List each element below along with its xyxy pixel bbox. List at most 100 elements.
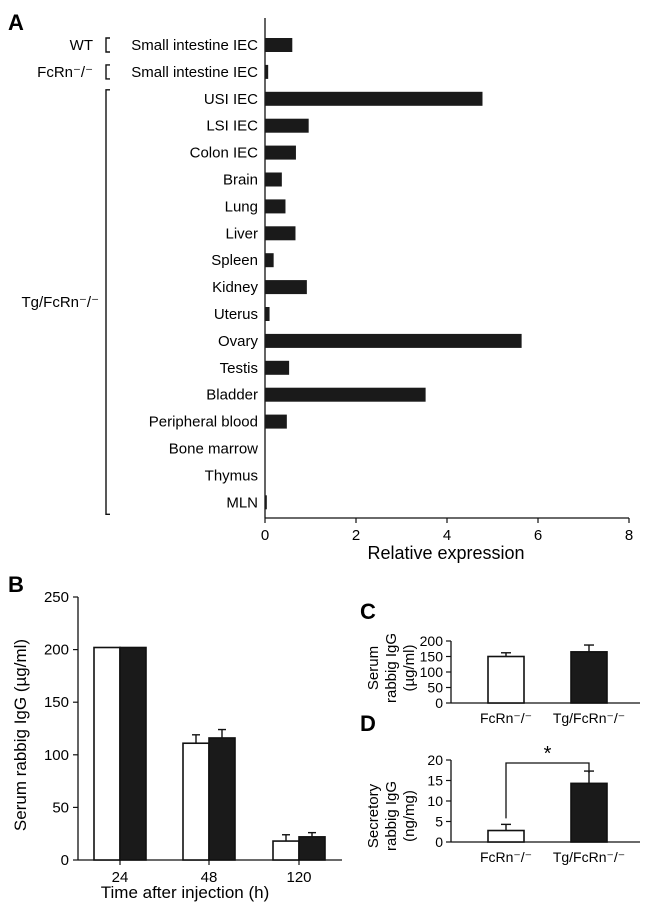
panel-c-ylabel-line-1: Serum bbox=[365, 646, 382, 690]
panel-c-y-tick-label: 50 bbox=[427, 680, 443, 696]
panel-d-ylabel-line-3: (ng/mg) bbox=[401, 790, 418, 842]
panel-a-category-label: Spleen bbox=[211, 252, 258, 269]
panel-a-category-label: MLN bbox=[226, 494, 258, 511]
panel-d-y-tick-label: 0 bbox=[435, 834, 443, 850]
panel-a-category-label: Small intestine IEC bbox=[131, 37, 258, 54]
panel-b-x-tick-label: 24 bbox=[112, 869, 129, 886]
panel-a-bar bbox=[265, 495, 267, 510]
panel-d-significance-bracket bbox=[505, 762, 590, 819]
panel-c-x-tick-label: FcRn⁻/⁻ bbox=[480, 710, 532, 726]
panel-a-bar bbox=[265, 253, 274, 268]
panel-a-bracket-fcrn bbox=[105, 64, 110, 80]
panel-a-bar bbox=[265, 360, 290, 375]
panel-a-group-label-wt: WT bbox=[70, 37, 93, 54]
panel-a-bar bbox=[265, 199, 286, 214]
panel-d: D Secretory rabbig IgG (ng/mg) 0 5 10 15 20 F… bbox=[360, 711, 640, 865]
panel-b-y-tick-label: 0 bbox=[61, 852, 69, 869]
panel-a-bracket-wt bbox=[105, 37, 110, 53]
panel-a-category-label: Testis bbox=[220, 360, 258, 377]
panel-a-x-tick-label: 8 bbox=[625, 527, 633, 544]
panel-a-bar bbox=[265, 280, 307, 295]
panel-c-letter: C bbox=[360, 599, 376, 624]
panel-a-category-label: Bladder bbox=[206, 387, 258, 404]
panel-a-x-tick-label: 6 bbox=[534, 527, 542, 544]
panel-c-ylabel-line-3: (µg/ml) bbox=[401, 645, 418, 692]
panel-a-x-tick-label: 4 bbox=[443, 527, 451, 544]
panel-a-category-label: Ovary bbox=[218, 333, 259, 350]
panel-d-ylabel-line-1: Secretory bbox=[365, 783, 382, 848]
panel-b-bar bbox=[208, 737, 236, 861]
panel-a-bar bbox=[265, 91, 483, 106]
panel-a-category-label: LSI IEC bbox=[206, 118, 258, 135]
panel-a-bar bbox=[265, 118, 309, 133]
panel-b-x-tick-label: 120 bbox=[286, 869, 311, 886]
panel-a-bar bbox=[265, 333, 522, 348]
panel-b-bar bbox=[93, 646, 121, 861]
panel-d-bar bbox=[487, 829, 525, 843]
panel-d-significance-marker: * bbox=[544, 743, 552, 765]
panel-a-category-label: Bone marrow bbox=[169, 441, 258, 458]
panel-a-bar bbox=[265, 307, 270, 321]
panel-a-bar bbox=[265, 64, 269, 79]
panel-a-x-tick-label: 0 bbox=[261, 527, 269, 544]
panel-b-y-tick-label: 50 bbox=[52, 799, 69, 816]
panel-b-y-tick-label: 100 bbox=[44, 747, 69, 764]
panel-d-y-tick-label: 10 bbox=[427, 793, 443, 809]
panel-a-bar bbox=[265, 387, 426, 402]
panel-d-bar bbox=[570, 782, 608, 843]
panel-a-bar bbox=[265, 226, 296, 241]
panel-a-bracket-tg bbox=[105, 89, 110, 515]
panel-a-category-label: Brain bbox=[223, 172, 258, 189]
panel-d-ylabel-line-2: rabbig IgG bbox=[383, 781, 400, 851]
panel-a-category-label: Lung bbox=[225, 198, 258, 215]
panel-a-bar bbox=[265, 172, 282, 187]
panel-b-bar bbox=[298, 836, 326, 861]
panel-a-category-label: Kidney bbox=[212, 279, 258, 296]
panel-b-plot: 0 50 100 150 200 250 24 48 120 bbox=[44, 589, 342, 886]
panel-b-y-tick-label: 200 bbox=[44, 642, 69, 659]
panel-a-x-tick-label: 2 bbox=[352, 527, 360, 544]
panel-d-x-tick-label: Tg/FcRn⁻/⁻ bbox=[553, 849, 625, 865]
panel-b: B 0 50 100 150 200 250 24 48 120 Serum rabbig Ig… bbox=[8, 572, 342, 902]
panel-a-xlabel: Relative expression bbox=[367, 543, 524, 563]
panel-a: A 0 2 4 6 8 Small intestine IEC Small intestin… bbox=[8, 10, 633, 563]
panel-b-bar bbox=[119, 646, 147, 861]
panel-c-ylabel: Serum rabbig IgG (µg/ml) bbox=[365, 633, 418, 703]
panel-a-category-label: Colon IEC bbox=[190, 145, 259, 162]
panel-c-y-tick-label: 150 bbox=[420, 649, 444, 665]
panel-b-y-tick-label: 150 bbox=[44, 694, 69, 711]
panel-d-letter: D bbox=[360, 711, 376, 736]
panel-a-category-label: USI IEC bbox=[204, 91, 258, 108]
panel-a-category-label: Peripheral blood bbox=[149, 414, 258, 431]
panel-c-y-tick-label: 200 bbox=[420, 633, 444, 649]
panel-b-y-tick-label: 250 bbox=[44, 589, 69, 606]
panel-c-x-tick-label: Tg/FcRn⁻/⁻ bbox=[553, 710, 625, 726]
panel-a-category-label: Liver bbox=[225, 225, 258, 242]
panel-a-category-label: Small intestine IEC bbox=[131, 64, 258, 81]
panel-d-x-tick-label: FcRn⁻/⁻ bbox=[480, 849, 532, 865]
panel-a-category-label: Uterus bbox=[214, 306, 258, 323]
panel-b-xlabel: Time after injection (h) bbox=[101, 883, 269, 902]
panel-d-y-tick-label: 15 bbox=[427, 773, 443, 789]
panel-d-plot: 0 5 10 15 20 FcRn⁻/⁻ Tg/FcRn⁻/⁻ * bbox=[427, 743, 640, 865]
panel-b-bar bbox=[272, 840, 300, 861]
panel-c-bar bbox=[487, 655, 525, 704]
panel-a-group-label-fcrn: FcRn⁻/⁻ bbox=[37, 64, 93, 81]
panel-c-y-tick-label: 100 bbox=[420, 664, 444, 680]
panel-c-y-tick-label: 0 bbox=[435, 695, 443, 711]
panel-b-x-tick-label: 48 bbox=[201, 869, 218, 886]
panel-c-bar bbox=[570, 651, 608, 704]
panel-b-ylabel: Serum rabbig IgG (µg/ml) bbox=[11, 639, 30, 831]
panel-a-bar bbox=[265, 414, 287, 429]
panel-a-plot: 0 2 4 6 8 Small intestine IEC Small intestine … bbox=[21, 18, 633, 544]
panel-a-group-label-tg: Tg/FcRn⁻/⁻ bbox=[21, 294, 99, 311]
panel-d-ylabel: Secretory rabbig IgG (ng/mg) bbox=[365, 781, 418, 851]
panel-c-ylabel-line-2: rabbig IgG bbox=[383, 633, 400, 703]
panel-d-y-tick-label: 5 bbox=[435, 814, 443, 830]
panel-a-letter: A bbox=[8, 10, 24, 35]
panel-a-category-label: Thymus bbox=[205, 467, 258, 484]
panel-b-bar bbox=[182, 742, 210, 861]
